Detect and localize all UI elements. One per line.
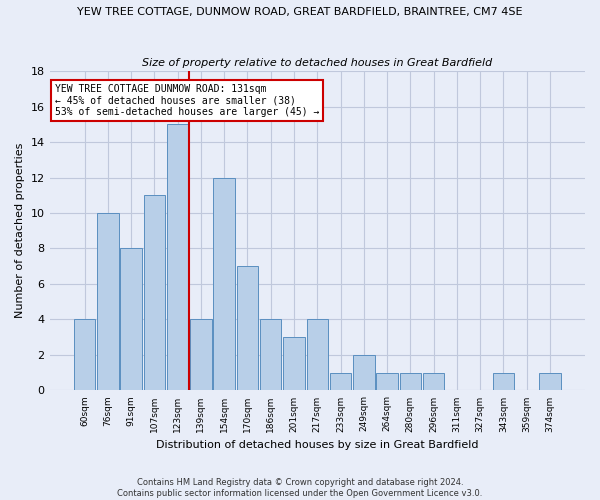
Bar: [423, 372, 445, 390]
Bar: [307, 320, 328, 390]
Bar: [283, 337, 305, 390]
Bar: [539, 372, 560, 390]
Bar: [260, 320, 281, 390]
Bar: [493, 372, 514, 390]
Y-axis label: Number of detached properties: Number of detached properties: [15, 143, 25, 318]
Bar: [167, 124, 188, 390]
Bar: [376, 372, 398, 390]
Text: YEW TREE COTTAGE, DUNMOW ROAD, GREAT BARDFIELD, BRAINTREE, CM7 4SE: YEW TREE COTTAGE, DUNMOW ROAD, GREAT BAR…: [77, 8, 523, 18]
Bar: [353, 355, 374, 390]
Text: Contains HM Land Registry data © Crown copyright and database right 2024.
Contai: Contains HM Land Registry data © Crown c…: [118, 478, 482, 498]
Bar: [214, 178, 235, 390]
Bar: [237, 266, 258, 390]
Bar: [143, 196, 165, 390]
X-axis label: Distribution of detached houses by size in Great Bardfield: Distribution of detached houses by size …: [156, 440, 479, 450]
Bar: [74, 320, 95, 390]
Text: YEW TREE COTTAGE DUNMOW ROAD: 131sqm
← 45% of detached houses are smaller (38)
5: YEW TREE COTTAGE DUNMOW ROAD: 131sqm ← 4…: [55, 84, 319, 117]
Bar: [121, 248, 142, 390]
Bar: [97, 213, 119, 390]
Bar: [190, 320, 212, 390]
Bar: [330, 372, 351, 390]
Title: Size of property relative to detached houses in Great Bardfield: Size of property relative to detached ho…: [142, 58, 493, 68]
Bar: [400, 372, 421, 390]
